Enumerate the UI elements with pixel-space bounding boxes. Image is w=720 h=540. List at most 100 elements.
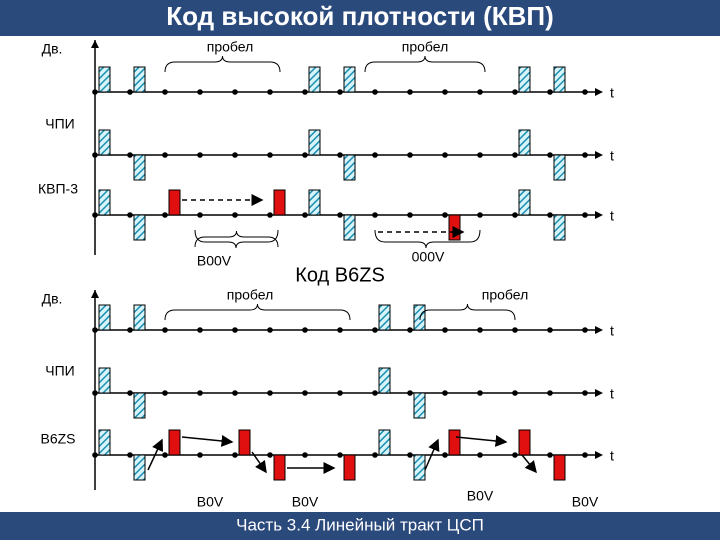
- clock-dot: [127, 89, 133, 95]
- clock-dot: [442, 327, 448, 333]
- violation-pulse: [518, 429, 531, 456]
- row-label: ЧПИ: [45, 116, 74, 132]
- clock-dot: [267, 89, 273, 95]
- axis-arrow: [595, 326, 603, 334]
- clock-dot: [407, 327, 413, 333]
- pulse: [308, 189, 321, 216]
- pulse: [378, 429, 391, 456]
- axis-arrow: [595, 451, 603, 459]
- clock-dot: [197, 452, 203, 458]
- substitution-label: B0V: [572, 494, 599, 510]
- clock-dot: [197, 327, 203, 333]
- pulse: [98, 66, 111, 93]
- pulse: [518, 66, 531, 93]
- pulse: [413, 392, 426, 419]
- clock-dot: [547, 152, 553, 158]
- clock-dot: [547, 452, 553, 458]
- pulse: [133, 392, 146, 419]
- clock-dot: [92, 212, 98, 218]
- clock-dot: [232, 212, 238, 218]
- brace: [164, 55, 281, 73]
- diagram: Дв. t ЧПИ t КВП-3 t пробел пробел Дв. t ЧПИ t B6ZS t п…: [38, 39, 614, 510]
- clock-dot: [162, 152, 168, 158]
- row-label: Дв.: [42, 291, 63, 307]
- clock-dot: [512, 89, 518, 95]
- clock-dot: [92, 152, 98, 158]
- gap-label: пробел: [482, 287, 529, 303]
- pulse: [553, 154, 566, 181]
- arrow: [424, 438, 440, 471]
- clock-dot: [197, 390, 203, 396]
- row-label: B6ZS: [40, 431, 75, 447]
- pulse: [133, 66, 146, 93]
- pulse: [133, 304, 146, 331]
- clock-dot: [302, 390, 308, 396]
- clock-dot: [267, 390, 273, 396]
- arrow: [181, 434, 234, 447]
- clock-dot: [442, 152, 448, 158]
- clock-dot: [407, 452, 413, 458]
- brace: [374, 229, 481, 249]
- clock-dot: [372, 89, 378, 95]
- clock-dot: [337, 89, 343, 95]
- pulse: [518, 129, 531, 156]
- clock-dot: [302, 212, 308, 218]
- title-bar: [0, 0, 720, 36]
- clock-dot: [512, 152, 518, 158]
- clock-dot: [337, 212, 343, 218]
- pulse: [378, 304, 391, 331]
- brace: [194, 230, 279, 248]
- clock-dot: [442, 212, 448, 218]
- substitution-label: B0V: [197, 494, 224, 510]
- violation-pulse: [343, 454, 356, 481]
- clock-dot: [127, 390, 133, 396]
- clock-dot: [582, 452, 588, 458]
- clock-dot: [512, 212, 518, 218]
- clock-dot: [582, 390, 588, 396]
- clock-dot: [547, 212, 553, 218]
- clock-dot: [197, 212, 203, 218]
- clock-dot: [92, 390, 98, 396]
- pulse: [133, 454, 146, 481]
- clock-dot: [162, 212, 168, 218]
- clock-dot: [337, 452, 343, 458]
- violation-pulse: [273, 189, 286, 216]
- pulse: [133, 214, 146, 241]
- clock-dot: [547, 390, 553, 396]
- clock-dot: [302, 452, 308, 458]
- clock-dot: [512, 390, 518, 396]
- pulse: [343, 66, 356, 93]
- axis-arrow: [595, 88, 603, 96]
- clock-dot: [442, 89, 448, 95]
- arrow: [455, 434, 508, 447]
- pulse: [413, 454, 426, 481]
- clock-dot: [232, 390, 238, 396]
- clock-dot: [162, 452, 168, 458]
- clock-dot: [267, 452, 273, 458]
- clock-dot: [372, 152, 378, 158]
- axis-label: t: [610, 323, 614, 339]
- clock-dot: [372, 327, 378, 333]
- axis-label: t: [610, 386, 614, 402]
- axis-label: t: [610, 85, 614, 101]
- clock-dot: [92, 327, 98, 333]
- clock-dot: [232, 89, 238, 95]
- substitution-label: 000V: [412, 249, 445, 265]
- gap-label: пробел: [207, 39, 254, 55]
- clock-dot: [92, 89, 98, 95]
- clock-dot: [162, 89, 168, 95]
- clock-dot: [232, 152, 238, 158]
- violation-pulse: [448, 429, 461, 456]
- gap-label: пробел: [402, 39, 449, 55]
- violation-pulse: [553, 454, 566, 481]
- clock-dot: [477, 452, 483, 458]
- clock-dot: [512, 452, 518, 458]
- clock-dot: [477, 390, 483, 396]
- row-label: КВП-3: [38, 181, 78, 197]
- title: Код высокой плотности (КВП): [166, 1, 554, 31]
- pulse: [98, 367, 111, 394]
- clock-dot: [267, 152, 273, 158]
- clock-dot: [302, 89, 308, 95]
- violation-pulse: [168, 429, 181, 456]
